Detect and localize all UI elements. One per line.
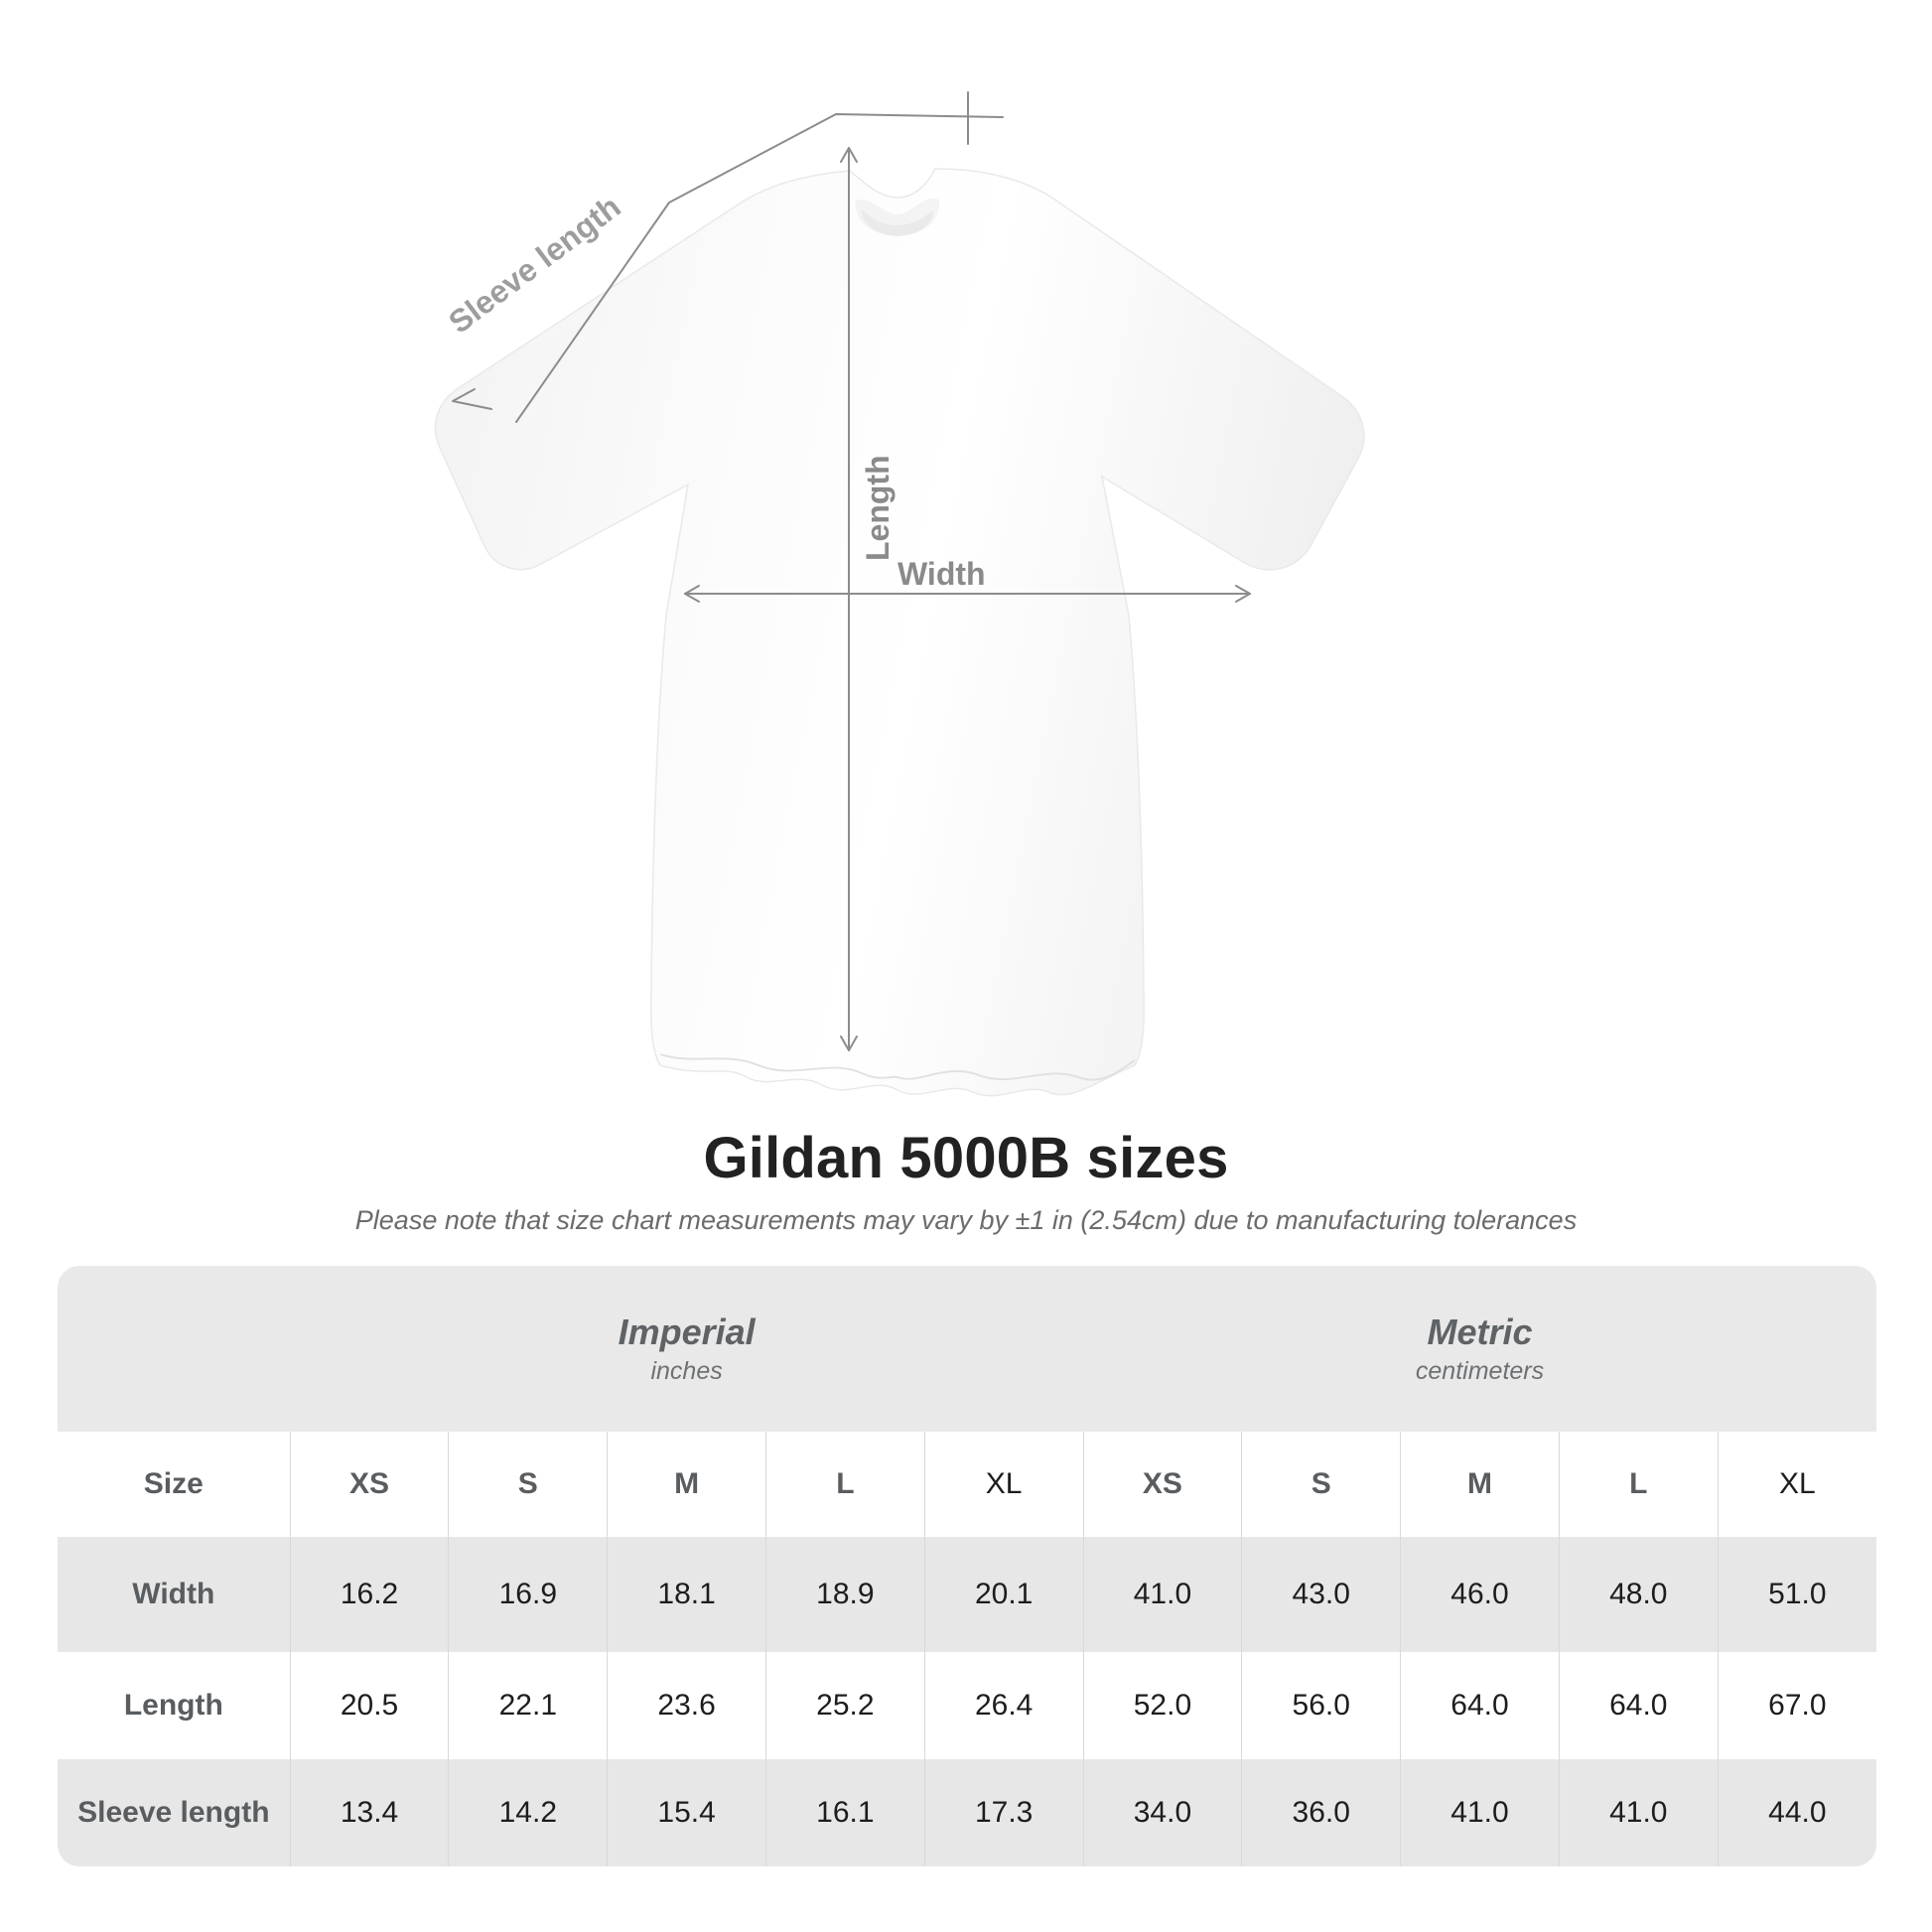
svg-text:Length: Length [860,455,896,561]
svg-text:Width: Width [897,556,986,592]
